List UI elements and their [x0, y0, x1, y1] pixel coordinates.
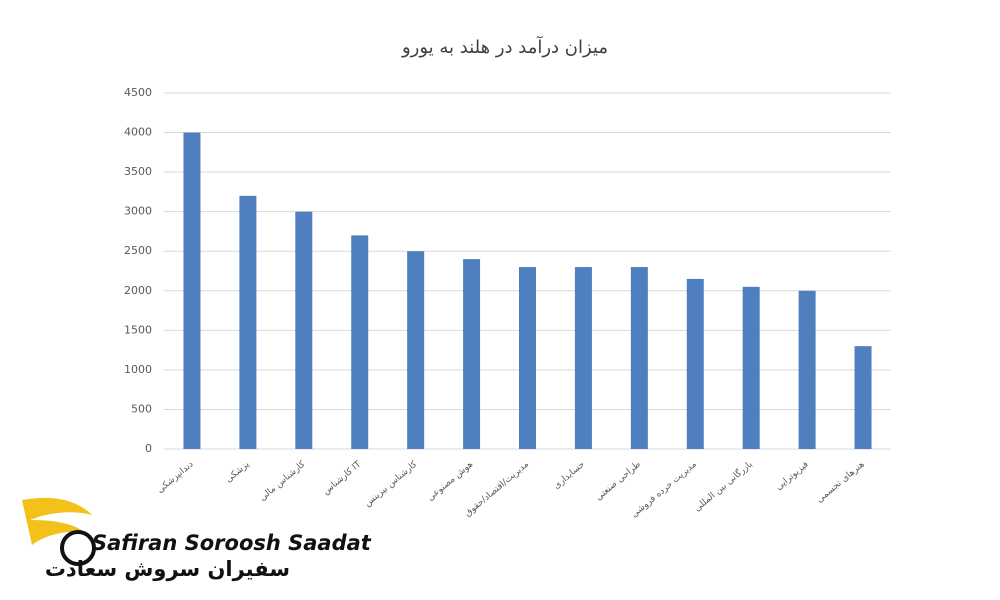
y-tick-label: 4000	[124, 126, 152, 139]
bar	[295, 211, 313, 449]
y-tick-label: 500	[131, 402, 152, 415]
chart-title: میزان درآمد در هلند به یورو	[401, 35, 608, 58]
logo-name: Safiran Soroosh Saadat	[92, 531, 372, 555]
bar	[742, 286, 760, 449]
y-tick-label: 0	[145, 442, 152, 455]
y-tick-label: 1000	[124, 363, 152, 376]
bar	[798, 290, 816, 449]
bar	[686, 278, 704, 449]
y-tick-label: 2000	[124, 284, 152, 297]
y-tick-label: 2500	[124, 244, 152, 257]
y-tick-label: 3500	[124, 165, 152, 178]
bar	[407, 251, 425, 449]
logo-wing	[22, 497, 92, 545]
logo: Safiran Soroosh Saadat سفیران سروش سعادت	[22, 497, 372, 581]
logo-mark	[60, 530, 96, 566]
bar	[519, 267, 536, 449]
bar	[351, 235, 369, 449]
bar	[574, 267, 592, 449]
bar	[854, 346, 872, 449]
bar	[239, 195, 257, 449]
bar	[183, 132, 201, 450]
y-tick-label: 4500	[124, 86, 152, 99]
y-tick-label: 1500	[124, 323, 152, 336]
bar	[463, 259, 481, 449]
y-tick-label: 3000	[124, 205, 152, 218]
bar	[630, 267, 648, 449]
logo-name-fa: سفیران سروش سعادت	[45, 557, 290, 581]
